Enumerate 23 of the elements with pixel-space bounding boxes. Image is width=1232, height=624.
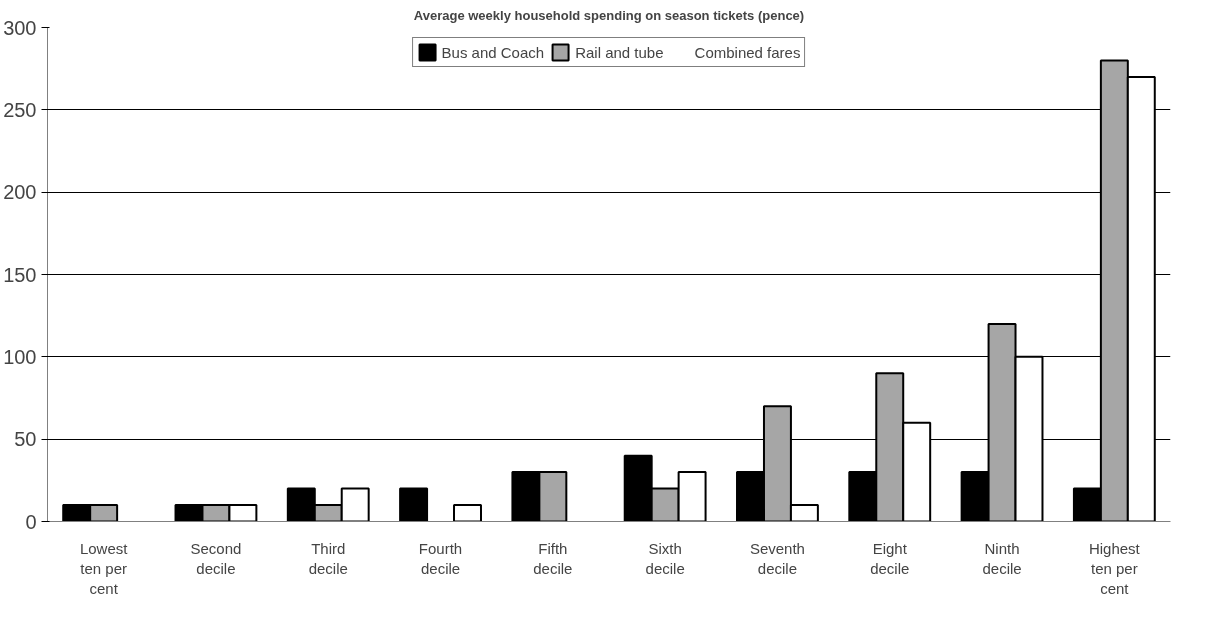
x-tick-label: Seventh decile <box>749 539 805 577</box>
x-tick-label: Second decile <box>190 539 242 577</box>
chart-title: Average weekly household spending on season tickets (pence) <box>413 7 805 23</box>
x-tick-label: Fifth decile <box>533 539 573 577</box>
text: Combined fares <box>694 43 801 61</box>
y-tick-label: 250 <box>3 98 37 121</box>
x-tick-label: Highest ten per cent <box>1088 539 1141 598</box>
y-tick-label: 300 <box>3 16 37 39</box>
y-tick-label: 200 <box>3 181 37 204</box>
y-tick-label: 50 <box>14 428 37 451</box>
y-tick-label: 150 <box>3 263 37 286</box>
x-tick-label: Eight decile <box>870 539 910 577</box>
y-tick-label: 0 <box>25 510 37 533</box>
x-tick-label: Fourth decile <box>418 539 463 577</box>
legend-label: Rail and tube <box>575 43 664 61</box>
bar <box>453 504 482 522</box>
x-tick-label: Sixth decile <box>645 539 685 577</box>
x-tick-label: Third decile <box>308 539 348 577</box>
x-tick-label: Lowest ten per cent <box>79 539 129 598</box>
y-tick-label: 100 <box>3 345 37 368</box>
legend-label: Bus and Coach <box>441 43 545 61</box>
x-tick-label: Ninth decile <box>982 539 1022 577</box>
bar <box>399 487 429 522</box>
